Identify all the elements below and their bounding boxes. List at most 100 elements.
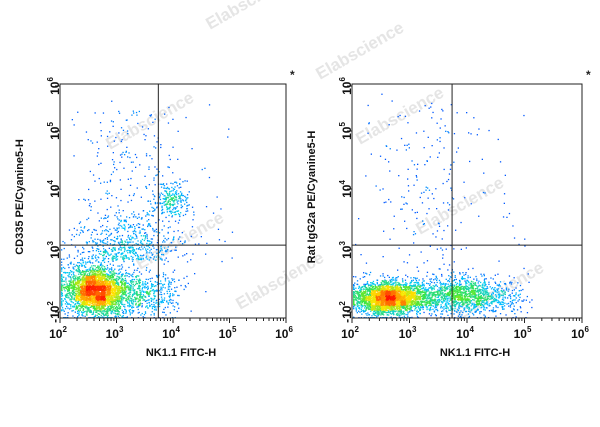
- event-dot: [364, 297, 366, 300]
- event-dot: [92, 293, 94, 295]
- event-dot: [103, 254, 105, 257]
- event-dot: [122, 151, 124, 154]
- event-dot: [89, 299, 91, 301]
- event-dot: [115, 212, 117, 214]
- event-dot: [120, 127, 123, 129]
- event-dot: [174, 181, 176, 183]
- event-dot: [148, 252, 150, 254]
- event-dot: [170, 302, 173, 304]
- event-dot: [73, 283, 75, 286]
- event-dot: [103, 285, 106, 287]
- event-dot: [126, 250, 128, 252]
- event-dot: [82, 297, 85, 299]
- event-dot: [99, 275, 101, 277]
- event-dot: [121, 266, 124, 268]
- event-dot: [99, 298, 101, 301]
- event-dot: [119, 265, 121, 267]
- event-dot: [166, 239, 168, 241]
- event-dot: [174, 287, 176, 289]
- event-dot: [124, 254, 127, 256]
- event-dot: [218, 239, 221, 241]
- event-dot: [139, 285, 141, 288]
- event-dot: [160, 186, 163, 188]
- event-dot: [81, 291, 83, 293]
- event-dot: [97, 294, 99, 296]
- event-dot: [115, 308, 118, 310]
- event-dot: [161, 229, 163, 231]
- event-dot: [114, 253, 116, 255]
- event-dot: [98, 313, 101, 315]
- event-dot: [170, 288, 173, 290]
- event-dot: [100, 305, 103, 307]
- event-dot: [144, 284, 146, 286]
- event-dot: [140, 218, 143, 220]
- event-dot: [133, 263, 135, 265]
- event-dot: [91, 293, 94, 296]
- event-dot: [110, 294, 112, 297]
- event-dot: [161, 302, 163, 304]
- event-dot: [168, 214, 170, 217]
- event-dot: [111, 292, 113, 294]
- event-dot: [98, 275, 100, 278]
- event-dot: [151, 254, 153, 256]
- event-dot: [71, 310, 73, 312]
- event-dot: [136, 114, 138, 116]
- event-dot: [114, 282, 116, 285]
- event-dot: [92, 295, 94, 297]
- event-dot: [140, 249, 142, 251]
- event-dot: [85, 269, 87, 271]
- event-dot: [163, 297, 166, 299]
- event-dot: [73, 290, 75, 292]
- event-dot: [389, 280, 392, 282]
- event-dot: [103, 315, 105, 317]
- event-dot: [171, 186, 173, 189]
- event-dot: [129, 156, 131, 159]
- event-dot: [107, 290, 109, 293]
- event-dot: [106, 290, 108, 292]
- event-dot: [78, 291, 81, 294]
- event-dot: [109, 288, 111, 291]
- event-dot: [111, 267, 113, 269]
- event-dot: [169, 312, 171, 314]
- event-dot: [77, 282, 79, 285]
- event-dot: [169, 203, 171, 205]
- event-dot: [125, 220, 127, 222]
- event-dot: [148, 295, 150, 297]
- event-dot: [116, 294, 119, 296]
- event-dot: [129, 293, 131, 296]
- event-dot: [114, 281, 117, 283]
- event-dot: [109, 302, 112, 304]
- event-dot: [98, 163, 100, 166]
- event-dot: [145, 286, 148, 289]
- event-dot: [73, 297, 75, 299]
- event-dot: [156, 252, 158, 254]
- x-tick-label: 103: [106, 325, 124, 341]
- event-dot: [155, 147, 157, 149]
- event-dot: [104, 299, 106, 301]
- event-dot: [67, 264, 69, 266]
- event-dot: [111, 275, 113, 277]
- event-dot: [126, 241, 128, 243]
- event-dot: [144, 287, 146, 289]
- event-dot: [114, 214, 116, 217]
- event-dot: [173, 281, 176, 283]
- event-dot: [106, 208, 108, 211]
- event-dot: [172, 188, 175, 190]
- event-dot: [70, 305, 72, 307]
- event-dot: [96, 289, 98, 291]
- event-dot: [92, 283, 94, 285]
- event-dot: [90, 275, 92, 278]
- event-dot: [74, 295, 76, 297]
- event-dot: [92, 284, 94, 286]
- event-dot: [177, 256, 179, 258]
- event-dot: [118, 242, 120, 244]
- event-dot: [62, 286, 65, 289]
- event-dot: [117, 282, 120, 284]
- event-dot: [95, 250, 98, 252]
- event-dot: [116, 279, 118, 281]
- event-dot: [139, 230, 141, 232]
- event-dot: [147, 307, 149, 309]
- event-dot: [100, 233, 102, 235]
- event-dot: [115, 298, 117, 300]
- event-dot: [175, 246, 177, 248]
